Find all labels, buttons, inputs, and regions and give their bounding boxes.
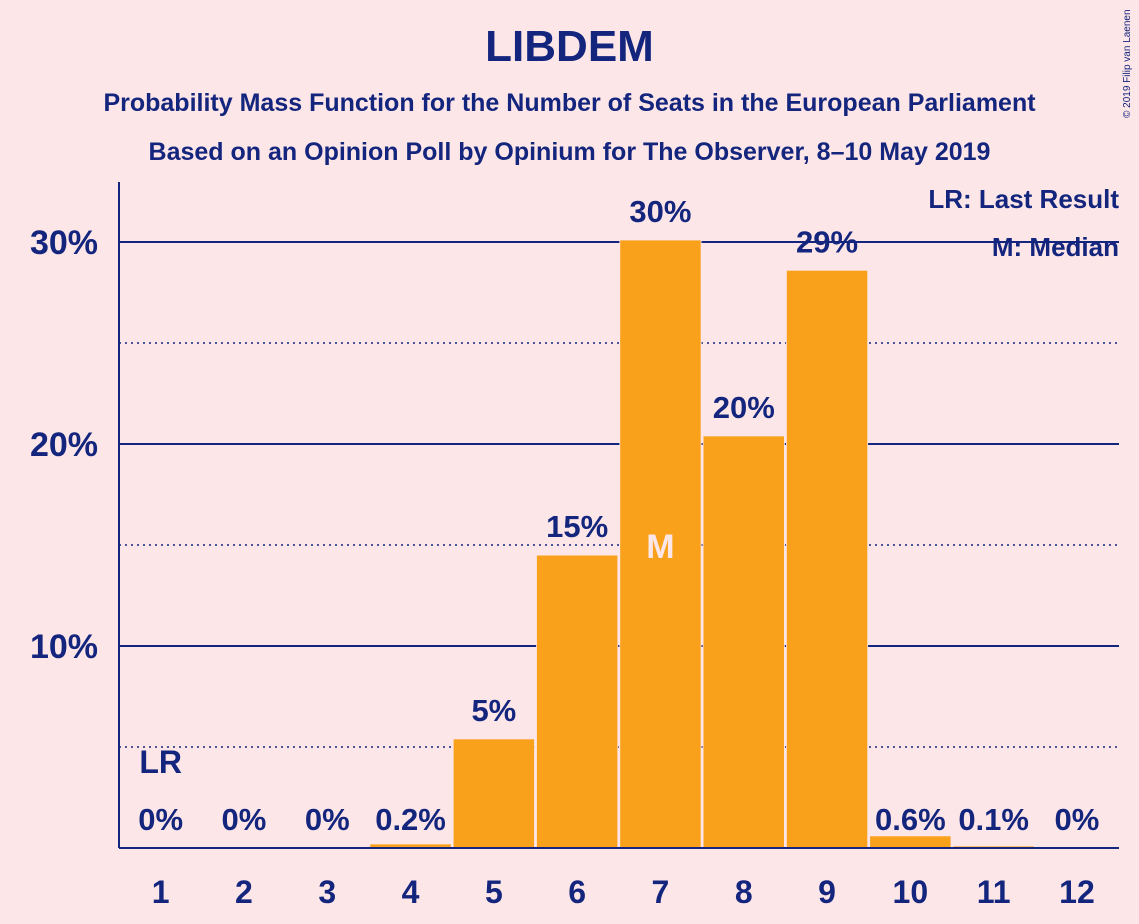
data-label: 0% (138, 802, 183, 837)
data-label: 0% (305, 802, 350, 837)
bar (536, 554, 619, 849)
x-tick-label: 11 (977, 874, 1011, 910)
x-tick-label: 7 (652, 874, 670, 910)
x-tick-label: 9 (818, 874, 836, 910)
data-label: 5% (471, 693, 516, 728)
data-label: 0% (222, 802, 267, 837)
y-tick-label: 30% (30, 224, 98, 262)
bar (702, 435, 785, 849)
data-label: 0.1% (958, 802, 1029, 837)
y-tick-label: 20% (30, 426, 98, 464)
y-tick-label: 10% (30, 628, 98, 666)
bar (619, 239, 702, 849)
x-tick-label: 3 (318, 874, 336, 910)
data-label: 20% (713, 390, 775, 425)
chart-subtitle-2: Based on an Opinion Poll by Opinium for … (148, 138, 991, 166)
x-tick-label: 12 (1059, 874, 1095, 910)
x-tick-label: 5 (485, 874, 503, 910)
data-label: 0% (1055, 802, 1100, 837)
bar (869, 835, 952, 849)
data-label: 0.6% (875, 802, 946, 837)
data-label: 30% (629, 194, 691, 229)
data-label: 15% (546, 509, 608, 544)
data-label: 0.2% (375, 802, 446, 837)
x-tick-label: 2 (235, 874, 253, 910)
x-tick-label: 6 (568, 874, 586, 910)
x-tick-label: 8 (735, 874, 753, 910)
last-result-marker: LR (139, 744, 182, 780)
median-marker: M (646, 528, 674, 566)
bar (452, 738, 535, 849)
legend-median: M: Median (991, 232, 1119, 262)
data-label: 29% (796, 224, 858, 259)
x-tick-label: 1 (152, 874, 170, 910)
chart-title: LIBDEM (485, 22, 654, 71)
legend-last-result: LR: Last Result (928, 184, 1119, 214)
bar (786, 269, 869, 849)
x-tick-label: 4 (402, 874, 420, 910)
x-tick-label: 10 (893, 874, 929, 910)
chart-subtitle-1: Probability Mass Function for the Number… (103, 89, 1036, 117)
